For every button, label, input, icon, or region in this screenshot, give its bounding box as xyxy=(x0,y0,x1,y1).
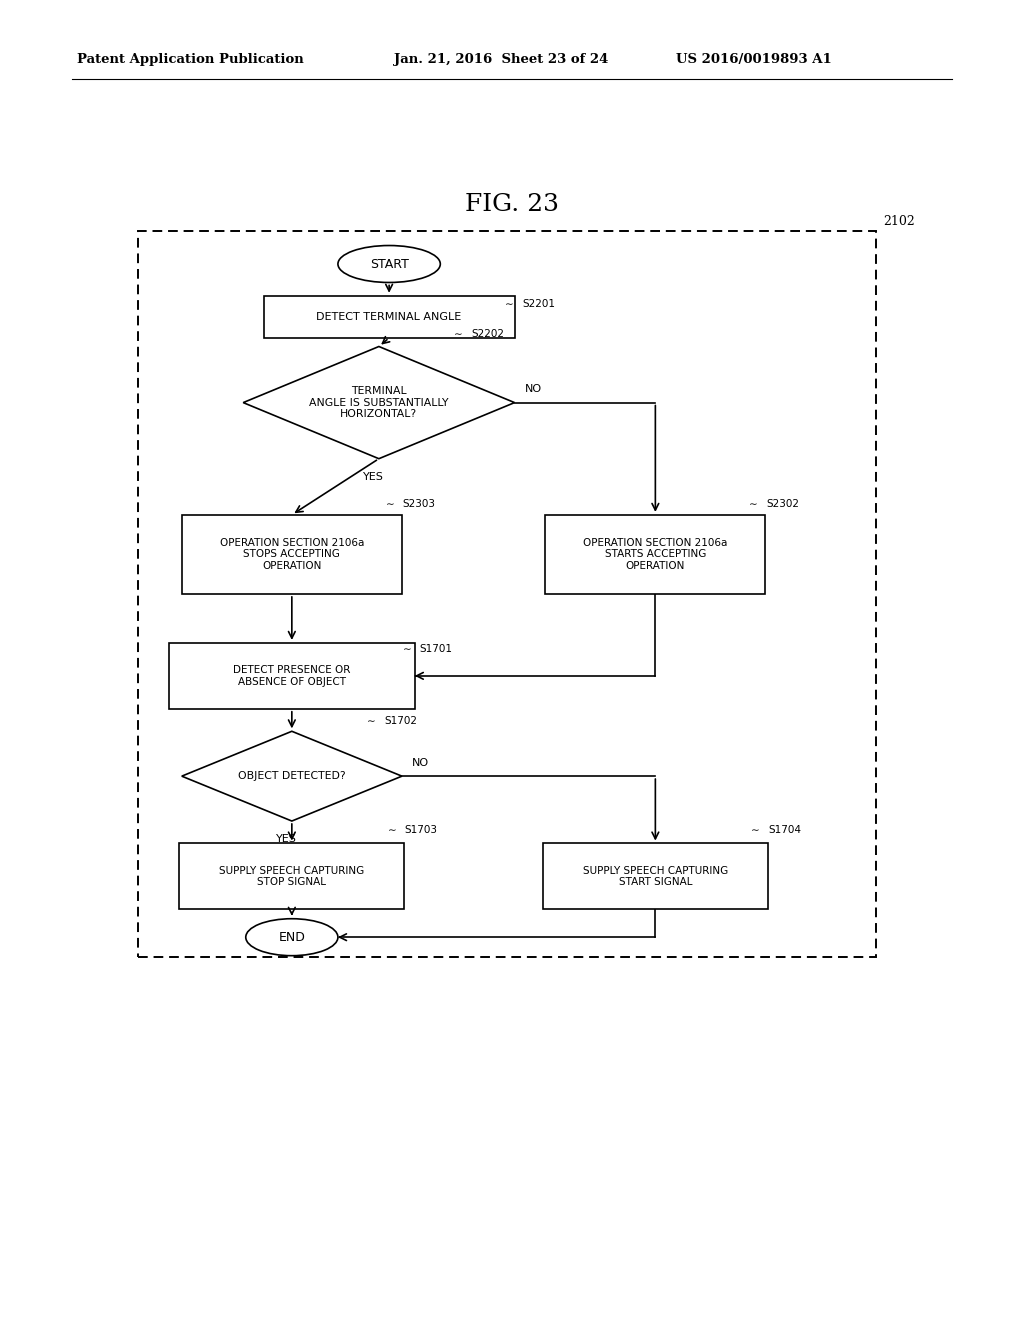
Text: OBJECT DETECTED?: OBJECT DETECTED? xyxy=(238,771,346,781)
Polygon shape xyxy=(244,347,514,459)
Text: OPERATION SECTION 2106a
STOPS ACCEPTING
OPERATION: OPERATION SECTION 2106a STOPS ACCEPTING … xyxy=(220,537,364,572)
Text: US 2016/0019893 A1: US 2016/0019893 A1 xyxy=(676,53,831,66)
Text: FIG. 23: FIG. 23 xyxy=(465,193,559,216)
Text: S2201: S2201 xyxy=(522,298,555,309)
Text: 2102: 2102 xyxy=(883,215,914,228)
Text: Jan. 21, 2016  Sheet 23 of 24: Jan. 21, 2016 Sheet 23 of 24 xyxy=(394,53,608,66)
Text: S1703: S1703 xyxy=(404,825,437,836)
Text: S2302: S2302 xyxy=(766,499,799,510)
Text: YES: YES xyxy=(276,834,297,845)
Text: ∼: ∼ xyxy=(402,644,412,655)
Ellipse shape xyxy=(338,246,440,282)
Text: ∼: ∼ xyxy=(505,298,514,309)
Text: ∼: ∼ xyxy=(387,825,396,836)
FancyBboxPatch shape xyxy=(179,843,404,909)
Text: SUPPLY SPEECH CAPTURING
STOP SIGNAL: SUPPLY SPEECH CAPTURING STOP SIGNAL xyxy=(219,866,365,887)
Text: S1702: S1702 xyxy=(384,715,417,726)
FancyBboxPatch shape xyxy=(182,515,401,594)
Text: S1701: S1701 xyxy=(420,644,453,655)
FancyBboxPatch shape xyxy=(543,843,768,909)
Text: ∼: ∼ xyxy=(385,499,394,510)
Text: S2202: S2202 xyxy=(471,329,504,339)
Text: NO: NO xyxy=(524,384,542,395)
Text: DETECT TERMINAL ANGLE: DETECT TERMINAL ANGLE xyxy=(316,312,462,322)
Text: ∼: ∼ xyxy=(367,715,376,726)
Text: S2303: S2303 xyxy=(402,499,435,510)
Text: ∼: ∼ xyxy=(749,499,758,510)
Text: ∼: ∼ xyxy=(751,825,760,836)
Text: YES: YES xyxy=(364,473,384,482)
Polygon shape xyxy=(182,731,401,821)
Text: OPERATION SECTION 2106a
STARTS ACCEPTING
OPERATION: OPERATION SECTION 2106a STARTS ACCEPTING… xyxy=(584,537,727,572)
Text: ∼: ∼ xyxy=(454,329,463,339)
Text: END: END xyxy=(279,931,305,944)
Text: NO: NO xyxy=(412,758,429,768)
Text: DETECT PRESENCE OR
ABSENCE OF OBJECT: DETECT PRESENCE OR ABSENCE OF OBJECT xyxy=(233,665,350,686)
Text: Patent Application Publication: Patent Application Publication xyxy=(77,53,303,66)
Text: SUPPLY SPEECH CAPTURING
START SIGNAL: SUPPLY SPEECH CAPTURING START SIGNAL xyxy=(583,866,728,887)
Ellipse shape xyxy=(246,919,338,956)
FancyBboxPatch shape xyxy=(545,515,765,594)
Text: S1704: S1704 xyxy=(768,825,801,836)
FancyBboxPatch shape xyxy=(169,643,415,709)
Text: TERMINAL
ANGLE IS SUBSTANTIALLY
HORIZONTAL?: TERMINAL ANGLE IS SUBSTANTIALLY HORIZONT… xyxy=(309,385,449,420)
Text: START: START xyxy=(370,257,409,271)
FancyBboxPatch shape xyxy=(264,296,514,338)
